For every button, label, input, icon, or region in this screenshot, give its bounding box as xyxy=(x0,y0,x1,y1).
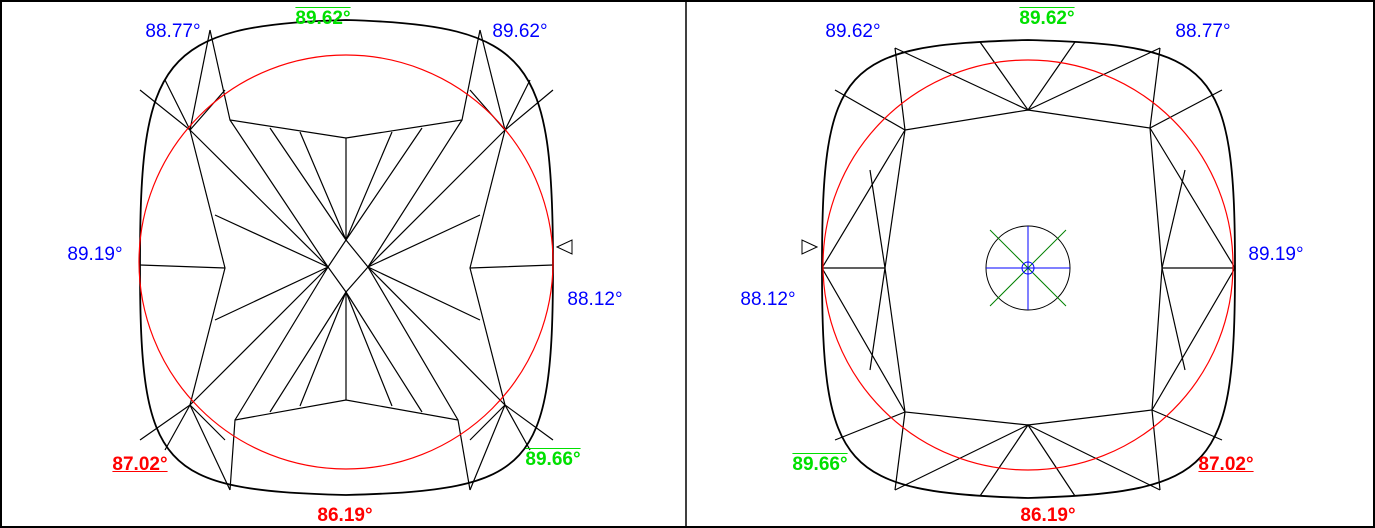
right-circle xyxy=(822,59,1234,471)
left-circle xyxy=(138,54,554,470)
angle-label: 88.77° xyxy=(145,21,201,42)
angle-label: 89.66° xyxy=(792,454,848,475)
left-marker xyxy=(555,239,573,255)
angle-label: 86.19° xyxy=(1020,505,1076,526)
angle-label: 89.19° xyxy=(1248,244,1304,265)
angle-label: 87.02° xyxy=(112,454,168,475)
angle-label: 89.62° xyxy=(492,21,548,42)
angle-label: 88.12° xyxy=(567,289,623,310)
right-marker xyxy=(801,239,819,255)
angle-label: 87.02° xyxy=(1198,454,1254,475)
angle-label: 89.62° xyxy=(295,8,351,29)
left-stone xyxy=(139,19,554,496)
center-target xyxy=(985,225,1071,311)
angle-label: 88.12° xyxy=(740,289,796,310)
angle-label: 86.19° xyxy=(317,505,373,526)
angle-label: 89.62° xyxy=(1019,8,1075,29)
angle-label: 89.66° xyxy=(525,449,581,470)
angle-label: 88.77° xyxy=(1175,21,1231,42)
angle-label: 89.19° xyxy=(67,244,123,265)
right-stone xyxy=(821,39,1236,499)
angle-label: 89.62° xyxy=(825,21,881,42)
